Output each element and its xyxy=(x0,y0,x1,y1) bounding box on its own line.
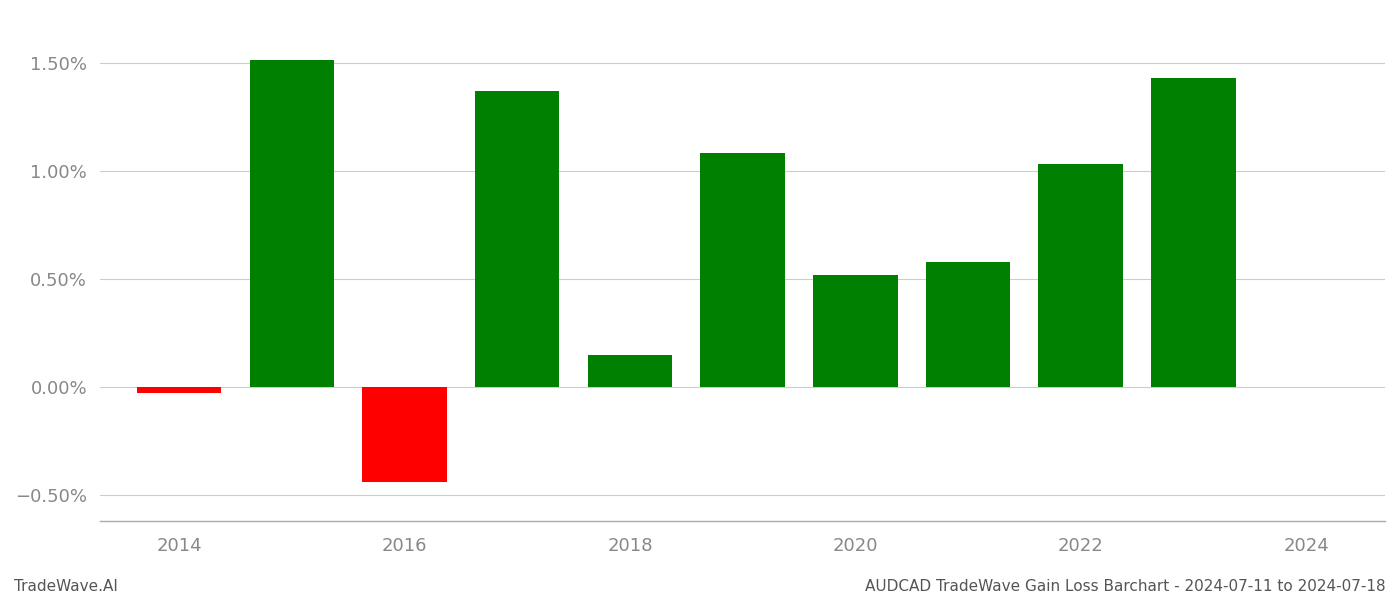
Bar xyxy=(813,275,897,387)
Bar xyxy=(249,61,335,387)
Bar xyxy=(588,355,672,387)
Bar xyxy=(1151,78,1236,387)
Text: TradeWave.AI: TradeWave.AI xyxy=(14,579,118,594)
Bar xyxy=(363,387,447,482)
Bar xyxy=(925,262,1011,387)
Text: AUDCAD TradeWave Gain Loss Barchart - 2024-07-11 to 2024-07-18: AUDCAD TradeWave Gain Loss Barchart - 20… xyxy=(865,579,1386,594)
Bar xyxy=(137,387,221,394)
Bar xyxy=(1039,164,1123,387)
Bar xyxy=(700,154,785,387)
Bar xyxy=(475,91,560,387)
